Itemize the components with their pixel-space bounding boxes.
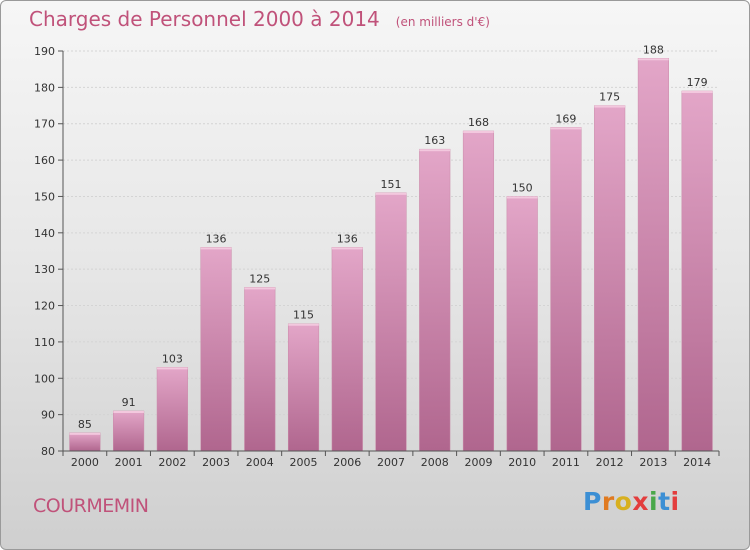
- x-tick-label: 2006: [333, 456, 361, 469]
- bar-value-label: 151: [381, 178, 402, 191]
- bar-value-label: 136: [206, 232, 227, 245]
- bar-top-highlight: [375, 192, 407, 195]
- logo-letter: o: [614, 487, 633, 516]
- bar: [113, 410, 145, 452]
- y-tick-label: 100: [34, 372, 55, 385]
- bar-value-label: 136: [337, 232, 358, 245]
- bar: [375, 192, 407, 452]
- bar-value-label: 168: [468, 116, 489, 129]
- x-tick-label: 2010: [508, 456, 536, 469]
- y-tick-label: 130: [34, 263, 55, 276]
- axes: [58, 50, 720, 456]
- bar: [156, 367, 188, 452]
- x-tick-label: 2005: [290, 456, 318, 469]
- bar: [419, 148, 451, 452]
- bar-top-highlight: [69, 432, 101, 435]
- bar: [550, 127, 582, 452]
- logo-letter: P: [583, 487, 602, 516]
- y-tick-label: 110: [34, 336, 55, 349]
- bar-top-highlight: [244, 287, 276, 290]
- bar: [681, 90, 713, 452]
- x-tick-label: 2002: [158, 456, 186, 469]
- x-tick-label: 2003: [202, 456, 230, 469]
- bar: [200, 247, 232, 452]
- y-tick-label: 120: [34, 300, 55, 313]
- town-name: COURMEMIN: [33, 495, 149, 517]
- bar-top-highlight: [681, 91, 713, 93]
- bar-top-highlight: [200, 247, 232, 250]
- x-tick-label: 2014: [683, 456, 711, 469]
- logo-letter: t: [658, 487, 671, 516]
- bar-value-label: 85: [78, 418, 92, 431]
- y-tick-label: 150: [34, 190, 55, 203]
- bar-value-label: 175: [599, 91, 620, 104]
- x-tick-label: 2004: [246, 456, 274, 469]
- bar: [594, 105, 626, 452]
- chart-subtitle: (en milliers d'€): [395, 15, 490, 29]
- bar-value-label: 169: [555, 112, 576, 125]
- bar-top-highlight: [594, 105, 625, 108]
- bar-top-highlight: [550, 127, 582, 130]
- bar-top-highlight: [157, 367, 188, 370]
- bar: [69, 432, 101, 452]
- bar-value-label: 115: [293, 309, 314, 322]
- bar: [244, 287, 276, 452]
- logo-letter: r: [601, 487, 615, 516]
- x-tick-label: 2007: [377, 456, 405, 469]
- proxiti-logo[interactable]: Proxiti: [583, 487, 680, 516]
- bar-top-highlight: [463, 131, 494, 133]
- bar: [637, 58, 669, 452]
- y-tick-label: 140: [34, 227, 55, 240]
- y-tick-label: 190: [34, 45, 55, 58]
- x-tick-label: 2000: [71, 456, 99, 469]
- bar: [287, 323, 320, 452]
- x-tick-label: 2008: [421, 456, 449, 469]
- x-tick-label: 2001: [115, 456, 143, 469]
- logo-letter: x: [632, 487, 649, 516]
- bar-top-highlight: [419, 149, 451, 152]
- logo-letter: i: [670, 487, 680, 516]
- y-tick-label: 160: [34, 154, 55, 167]
- bar: [506, 196, 538, 452]
- x-tick-label: 2013: [639, 456, 667, 469]
- bar-value-label: 91: [122, 396, 136, 409]
- x-tick-label: 2011: [552, 456, 580, 469]
- y-tick-label: 90: [41, 409, 55, 422]
- bar-top-highlight: [288, 323, 319, 326]
- bar-value-label: 150: [512, 181, 533, 194]
- bar-value-label: 103: [162, 352, 183, 365]
- x-tick-label: 2012: [596, 456, 624, 469]
- y-tick-label: 180: [34, 81, 55, 94]
- logo-letter: i: [649, 487, 659, 516]
- y-tick-label: 170: [34, 118, 55, 131]
- labels: 80 90 100 110 120 130 140 150 160 170 180 190 85 2000…: [34, 43, 711, 469]
- bar-value-label: 125: [249, 272, 270, 285]
- bar: [331, 247, 363, 452]
- bars: [69, 58, 713, 452]
- bar-value-label: 179: [687, 76, 708, 89]
- bar-top-highlight: [113, 411, 144, 413]
- bar-top-highlight: [331, 247, 363, 250]
- chart-title-text: Charges de Personnel 2000 à 2014: [29, 7, 380, 31]
- bar-value-label: 163: [424, 134, 445, 147]
- bar: [462, 130, 495, 452]
- bar-top-highlight: [506, 196, 538, 199]
- bar-top-highlight: [638, 58, 669, 61]
- bar-value-label: 188: [643, 43, 664, 56]
- y-tick-label: 80: [41, 445, 55, 458]
- chart-title: Charges de Personnel 2000 à 2014 (en mill…: [29, 7, 490, 31]
- x-tick-label: 2009: [464, 456, 492, 469]
